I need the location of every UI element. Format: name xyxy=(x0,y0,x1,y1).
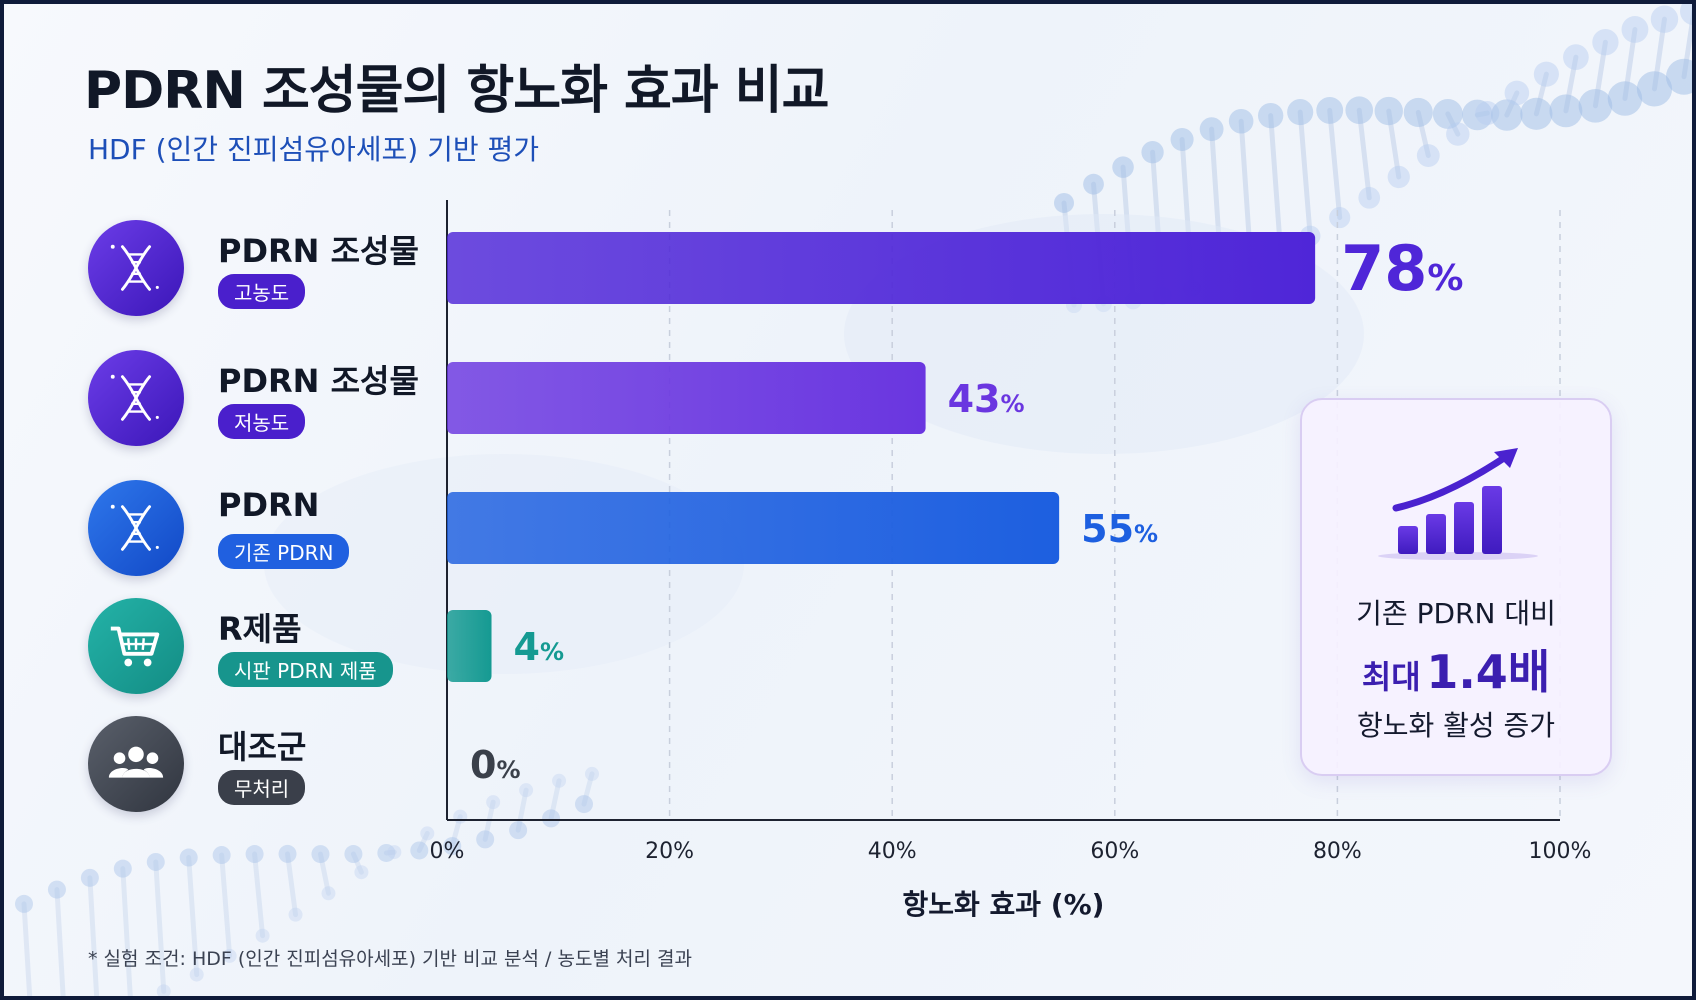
callout-line-2: 최대 1.4배 xyxy=(1302,636,1610,702)
data-label: 43% xyxy=(948,377,1025,421)
footnote: * 실험 조건: HDF (인간 진피섬유아세포) 기반 비교 분석 / 농도별… xyxy=(88,948,692,970)
category-tag: 무처리 xyxy=(218,770,306,805)
x-tick-label: 80% xyxy=(1313,839,1362,864)
people-icon xyxy=(88,716,184,812)
shopping-cart-icon xyxy=(88,598,184,694)
callout-line-3: 항노화 활성 증가 xyxy=(1356,709,1556,742)
x-tick-label: 0% xyxy=(430,839,465,864)
x-tick-label: 40% xyxy=(868,839,917,864)
callout-prefix: 최대 xyxy=(1361,658,1421,696)
category-name: R제품 xyxy=(218,610,302,648)
category-name: PDRN xyxy=(218,486,320,524)
category-row: PDRN 기존 PDRN xyxy=(88,480,448,576)
x-tick-label: 20% xyxy=(645,839,694,864)
category-tag: 시판 PDRN 제품 xyxy=(218,652,393,687)
category-name: 대조군 xyxy=(218,728,307,766)
category-name: PDRN 조성물 xyxy=(218,232,419,270)
data-label: 4% xyxy=(514,625,565,669)
dna-icon xyxy=(88,350,184,446)
bar xyxy=(447,492,1060,564)
comparison-callout: 기존 PDRN 대비 최대 1.4배 항노화 활성 증가 xyxy=(1300,398,1612,776)
bar xyxy=(447,362,926,434)
data-label: 78% xyxy=(1341,232,1463,305)
growth-chart-icon xyxy=(1378,448,1538,560)
bar-chart: 0% 20% 40% 60% 80% 100% 항노화 효과 (%) 78% 43% 55% 4% 0… xyxy=(430,200,1592,921)
chart-canvas: PDRN 조성물의 항노화 효과 비교 HDF (인간 진피섬유아세포) 기반 … xyxy=(4,4,1692,996)
x-tick-label: 100% xyxy=(1529,839,1592,864)
x-tick-label: 60% xyxy=(1090,839,1139,864)
dna-icon xyxy=(88,220,184,316)
bar xyxy=(447,610,492,682)
callout-line-1: 기존 PDRN 대비 xyxy=(1356,597,1556,630)
bar xyxy=(447,232,1316,304)
category-tag: 기존 PDRN xyxy=(218,534,350,569)
data-label: 0% xyxy=(470,743,521,787)
callout-multiplier: 1.4배 xyxy=(1426,645,1551,699)
category-tag: 저농도 xyxy=(218,404,306,439)
category-name: PDRN 조성물 xyxy=(218,362,419,400)
data-label: 55% xyxy=(1081,507,1158,551)
chart-subtitle: HDF (인간 진피섬유아세포) 기반 평가 xyxy=(88,133,540,166)
dna-icon xyxy=(88,480,184,576)
x-axis-title: 항노화 효과 (%) xyxy=(903,888,1105,921)
category-tag: 고농도 xyxy=(218,274,306,309)
chart-title: PDRN 조성물의 항노화 효과 비교 xyxy=(84,61,829,121)
